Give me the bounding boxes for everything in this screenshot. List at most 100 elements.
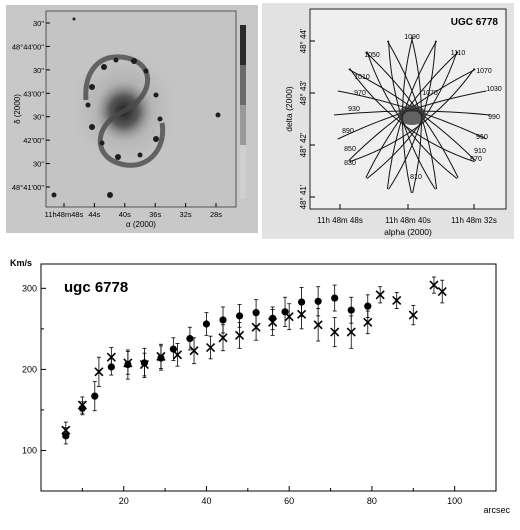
velocity-map-svg: UGC 6778 1090 1110 1070 1050 1030 1010 1070 970… (284, 8, 507, 237)
image-y-tick-label: 48°44'00" (12, 42, 44, 51)
contour-label: 930 (348, 106, 360, 113)
x-tick-label: 60 (284, 496, 294, 506)
y-tick-label: 200 (22, 364, 37, 374)
data-point-circle (331, 294, 339, 302)
data-point-cross (106, 352, 116, 362)
contour-label: 1090 (404, 34, 420, 41)
hii-regions (51, 17, 221, 198)
x-tick-label: 40 (201, 496, 211, 506)
data-point-circle (347, 306, 355, 314)
contour-label: 1070 (476, 68, 492, 75)
velocity-map-x-tick-label: 11h 48m 48s (317, 216, 363, 225)
velocity-map-title: UGC 6778 (451, 17, 499, 28)
series-filled-circle (62, 284, 372, 445)
series-cross (61, 276, 447, 439)
data-point-circle (91, 392, 99, 400)
data-point-cross (139, 359, 149, 370)
data-point-circle (169, 345, 177, 353)
contour-label: 810 (410, 174, 422, 181)
spiral-arm (83, 54, 151, 114)
image-y-tick-label: 30" (33, 160, 44, 169)
rotation-curve-panel: Km/s arcsec ugc 6778 20 40 60 80 100 100 200 30… (6, 250, 514, 525)
contour-label: 1070 (422, 90, 438, 97)
data-point-cross (94, 367, 104, 377)
data-point-cross (392, 295, 402, 306)
velocity-map-x-axis-label: alpha (2000) (384, 227, 432, 237)
velocity-map-y-tick-label: 48° 41' (299, 184, 308, 209)
data-point-cross (313, 320, 323, 330)
image-y-tick-label: 48°41'00" (12, 183, 44, 192)
contour-label: 1050 (364, 52, 380, 59)
data-point-cross (375, 290, 385, 300)
data-point-cross (61, 425, 71, 435)
galaxy-image-svg: 30" 48°44'00" 30" 43'00" 30" 42'00" 30" 48°41'0… (12, 10, 246, 229)
data-point-cross (346, 327, 356, 337)
contour-label: 990 (488, 114, 500, 121)
velocity-map-y-tick-label: 48° 44' (299, 28, 308, 53)
data-point-cross (363, 317, 373, 327)
plot-frame (40, 263, 497, 492)
y-tick-label: 100 (22, 445, 37, 455)
image-x-tick-label: 40s (119, 210, 131, 219)
image-x-tick-label: 32s (180, 210, 192, 219)
contour-label: 850 (344, 146, 356, 153)
contour-label: 1030 (486, 86, 502, 93)
data-point-cross (284, 312, 294, 322)
image-x-tick-label: 11h48m48s (45, 210, 84, 219)
data-point-cross (429, 280, 439, 290)
data-point-circle (364, 302, 372, 310)
x-tick-label: 20 (119, 496, 129, 506)
isovelocity-contour (349, 68, 475, 163)
data-point-cross (330, 327, 340, 337)
data-point-cross (297, 309, 307, 319)
contour-label: 970 (354, 90, 366, 97)
image-y-tick-label: 30" (33, 19, 44, 28)
velocity-map-x-tick-label: 11h 48m 32s (451, 216, 497, 225)
contour-label: 910 (474, 148, 486, 155)
velocity-map-y-tick-label: 48° 42' (299, 132, 308, 157)
contour-label: 890 (342, 128, 354, 135)
image-x-tick-label: 44s (88, 210, 100, 219)
velocity-map-y-tick-label: 48° 43' (299, 80, 308, 105)
image-y-tick-label: 42'00" (23, 136, 44, 145)
image-x-tick-label: 36s (149, 210, 161, 219)
data-point-cross (218, 333, 228, 343)
velocity-map-y-axis-label: delta (2000) (284, 86, 294, 132)
velocity-map-panel: UGC 6778 1090 1110 1070 1050 1030 1010 1070 970… (262, 3, 514, 239)
data-point-circle (314, 297, 322, 305)
data-point-cross (268, 317, 278, 327)
data-point-cross (77, 400, 87, 410)
x-tick-label: 80 (367, 496, 377, 506)
data-point-cross (408, 310, 418, 320)
x-tick-label: 100 (447, 496, 462, 506)
data-point-cross (234, 330, 245, 340)
velocity-map-core (398, 105, 426, 125)
y-axis-label: Km/s (10, 258, 32, 268)
data-point-cross (189, 346, 199, 356)
data-point-cross (156, 351, 166, 361)
spiral-arm (97, 108, 166, 168)
contour-label: 870 (470, 156, 482, 163)
velocity-map-x-tick-label: 11h 48m 40s (385, 216, 431, 225)
image-y-tick-label: 30" (33, 113, 44, 122)
x-axis-label: arcsec (483, 505, 510, 515)
data-point-circle (186, 334, 194, 343)
data-point-circle (202, 320, 211, 328)
data-point-cross (251, 322, 261, 332)
galaxy-image-panel: 30" 48°44'00" 30" 43'00" 30" 42'00" 30" 48°41'0… (6, 5, 258, 233)
data-point-cross (206, 342, 216, 353)
data-point-cross (437, 286, 447, 297)
contour-label: 950 (476, 134, 488, 141)
chart-title: ugc 6778 (64, 279, 128, 296)
image-y-axis-label: δ (2000) (13, 94, 22, 124)
data-point-circle (235, 312, 244, 320)
image-x-axis-label: α (2000) (126, 220, 156, 229)
contour-label: 830 (344, 160, 356, 167)
image-x-tick-label: 28s (210, 210, 222, 219)
image-y-tick-label: 30" (33, 66, 44, 75)
data-point-circle (219, 316, 227, 324)
rotation-curve-chart: Km/s arcsec ugc 6778 20 40 60 80 100 100 200 30… (10, 258, 510, 515)
image-y-tick-label: 43'00" (23, 89, 44, 98)
data-point-cross (172, 350, 183, 360)
data-point-cross (123, 358, 133, 368)
